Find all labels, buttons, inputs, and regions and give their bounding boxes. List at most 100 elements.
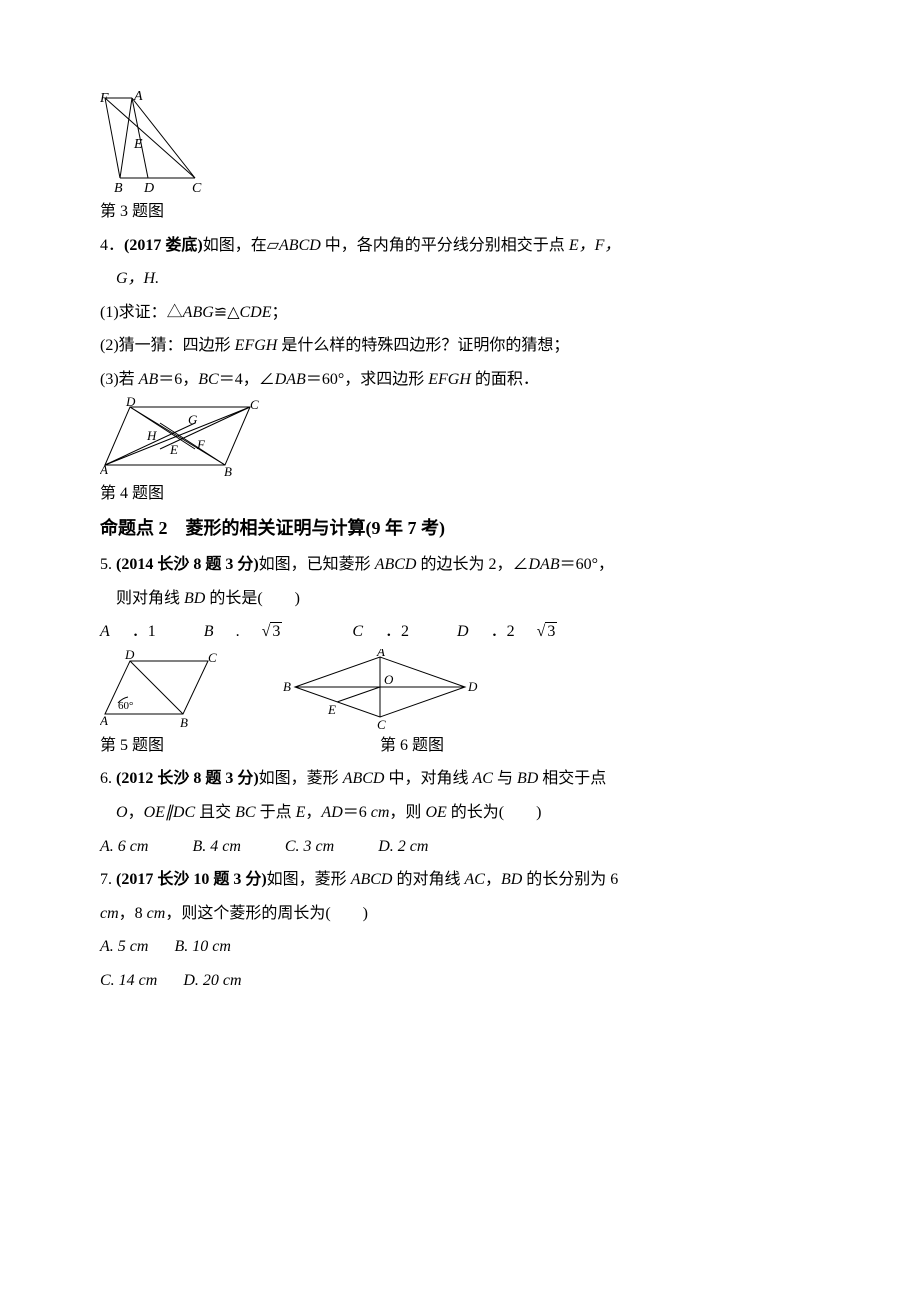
q5-B: . (236, 623, 240, 640)
q4-p3a: (3)若 (100, 371, 139, 388)
q5-prefix: 5. (100, 556, 116, 573)
q6-C: C. 3 cm (285, 838, 334, 855)
q7-j: cm (147, 905, 166, 922)
q4-abcd: ABCD (279, 237, 321, 254)
fig4-H: H (146, 428, 157, 443)
fig3-label-B: B (114, 181, 123, 195)
q4-source: (2017 娄底) (124, 237, 203, 254)
q6-f: BD (517, 770, 538, 787)
q6-B: B. 4 cm (192, 838, 240, 855)
q5-stem: 5. (2014 长沙 8 题 3 分)如图，已知菱形 ABCD 的边长为 2，… (100, 548, 820, 582)
q4-part2: (2)猜一猜：四边形 EFGH 是什么样的特殊四边形？证明你的猜想； (100, 329, 820, 363)
fig5-angle: 60° (118, 700, 133, 712)
figure-3: F A B D C E (100, 90, 820, 195)
q6-prefix: 6. (100, 770, 116, 787)
q6-stem2: O，OE∥DC 且交 BC 于点 E，AD＝6 cm，则 OE 的长为( ) (100, 796, 820, 830)
q4-pts2: G，H. (116, 270, 159, 287)
q7-source: (2017 长沙 10 题 3 分) (116, 871, 267, 888)
q4-para: ▱ (267, 237, 279, 254)
fig4-E: E (169, 442, 178, 457)
q6-k: 且交 (195, 804, 235, 821)
q6-A: A. 6 cm (100, 838, 148, 855)
q6-u: 的长为( ) (447, 804, 542, 821)
q7-k: ，则这个菱形的周长为( ) (165, 905, 368, 922)
q6-m: 于点 (256, 804, 296, 821)
q5-h: 的长是( ) (205, 590, 300, 607)
q4-stem: 4．(2017 娄底)如图，在▱ABCD 中，各内角的平分线分别相交于点 E，F… (100, 229, 820, 263)
fig4-G: G (188, 412, 198, 427)
q4-p3e: ＝4，∠ (219, 371, 275, 388)
q7-D: D. 20 cm (183, 972, 241, 989)
q5-f: 则对角线 (116, 590, 184, 607)
q6-g: 相交于点 (538, 770, 606, 787)
fig4-C: C (250, 397, 259, 412)
q6-r: cm (371, 804, 390, 821)
fig3-label-F: F (100, 91, 109, 106)
q5-b: ABCD (375, 556, 417, 573)
q6-e: 与 (493, 770, 517, 787)
q7-c: 的对角线 (392, 871, 464, 888)
fig3-label-E: E (133, 137, 143, 152)
q4-p2c: 是什么样的特殊四边形？证明你的猜想； (277, 337, 569, 354)
q5-B-label: B (204, 623, 214, 640)
q6-t: OE (425, 804, 446, 821)
q4-prefix: 4． (100, 237, 124, 254)
q5-B-sqrt: √3 (262, 615, 305, 649)
q4-p3c: ＝6， (158, 371, 198, 388)
q4-p3i: 的面积． (471, 371, 539, 388)
q6-s: ，则 (389, 804, 425, 821)
q6-o: ， (305, 804, 321, 821)
q4-p2b: EFGH (235, 337, 278, 354)
figure-row-5-6: D C A B 60° A B C D O E (100, 649, 820, 729)
q7-d: AC (464, 871, 484, 888)
q4-b: 中，各内角的平分线分别相交于点 (321, 237, 569, 254)
fig6-B: B (283, 679, 291, 694)
q5-D: ．2 (491, 623, 515, 640)
fig6-D: D (467, 679, 478, 694)
q6-b: ABCD (343, 770, 385, 787)
q6-D: D. 2 cm (378, 838, 428, 855)
q4-part3: (3)若 AB＝6，BC＝4，∠DAB＝60°，求四边形 EFGH 的面积． (100, 363, 820, 397)
q5-D-rad: 3 (545, 622, 557, 640)
q6-n: E (296, 804, 306, 821)
fig5-B: B (180, 715, 188, 729)
q4-p3b: AB (139, 371, 159, 388)
q5-A-label: A (100, 623, 110, 640)
q4-p2a: (2)猜一猜：四边形 (100, 337, 235, 354)
fig5-caption: 第 5 题图 (100, 729, 380, 763)
q6-source: (2012 长沙 8 题 3 分) (116, 770, 259, 787)
q5-d: DAB (528, 556, 559, 573)
fig3-label-A: A (133, 90, 143, 104)
q4-p1e: ； (272, 304, 288, 321)
q7-A: A. 5 cm (100, 938, 148, 955)
caption-row-5-6: 第 5 题图 第 6 题图 (100, 729, 820, 763)
fig3-label-C: C (192, 181, 202, 195)
q4-p1d: CDE (240, 304, 272, 321)
fig5-svg: D C A B 60° (100, 649, 220, 729)
fig4-svg: D C A B G H E F (100, 397, 260, 477)
q5-A: ．1 (132, 623, 156, 640)
q5-stem2: 则对角线 BD 的长是( ) (100, 582, 820, 616)
q4-p1c: ≌△ (214, 304, 240, 321)
q5-a: 如图，已知菱形 (259, 556, 375, 573)
q6-a: 如图，菱形 (259, 770, 343, 787)
q5-g: BD (184, 590, 205, 607)
q5-C-label: C (352, 623, 363, 640)
q4-p1b: ABG (183, 304, 214, 321)
q7-b: ABCD (351, 871, 393, 888)
q4-pts: E，F， (569, 237, 621, 254)
fig3-label-D: D (143, 181, 154, 195)
q5-C: ．2 (385, 623, 409, 640)
q6-p: AD (321, 804, 342, 821)
fig5-C: C (208, 650, 217, 665)
q5-source: (2014 长沙 8 题 3 分) (116, 556, 259, 573)
q7-a: 如图，菱形 (267, 871, 351, 888)
q7-choices-2: C. 14 cm D. 20 cm (100, 964, 820, 998)
fig5-A: A (100, 713, 108, 728)
q6-h: O (116, 804, 128, 821)
q7-stem2: cm，8 cm，则这个菱形的周长为( ) (100, 897, 820, 931)
q6-stem: 6. (2012 长沙 8 题 3 分)如图，菱形 ABCD 中，对角线 AC … (100, 762, 820, 796)
fig6-svg: A B C D O E (280, 649, 480, 729)
fig6-C: C (377, 717, 386, 729)
fig6-O: O (384, 672, 394, 687)
